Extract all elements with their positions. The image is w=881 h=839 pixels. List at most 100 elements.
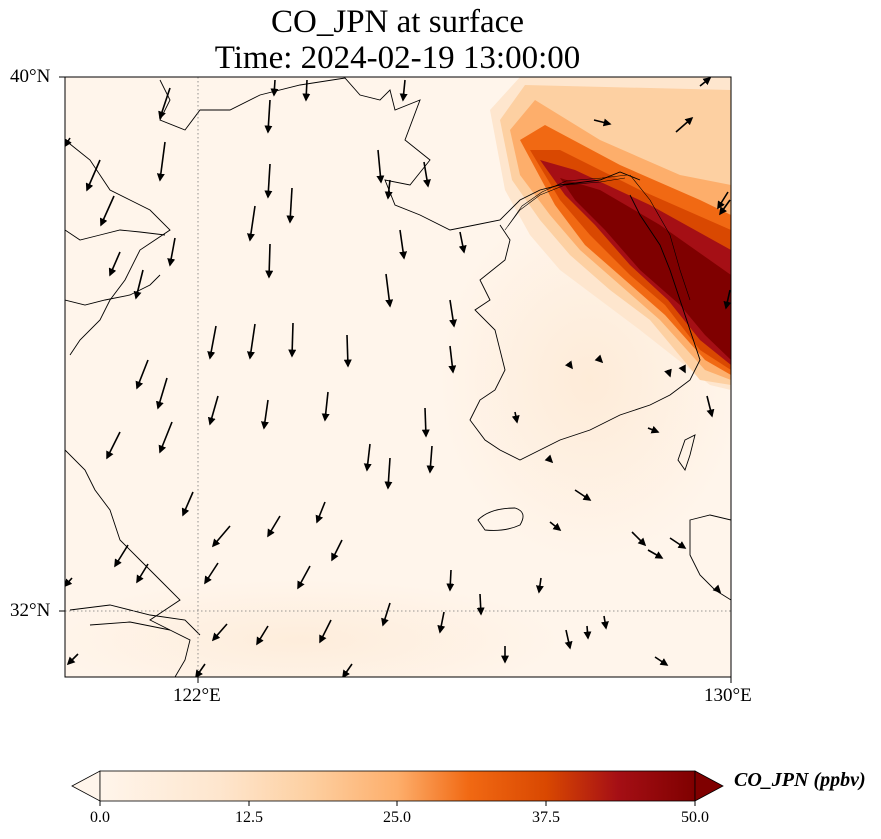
map-frame [64,76,732,678]
lon-tick-122e: 122°E [173,685,221,706]
map-time-subtitle: Time: 2024-02-19 13:00:00 [214,40,581,76]
wind-arrow [647,549,664,559]
wind-arrow [458,231,467,254]
wind-arrow [448,345,457,374]
coastlines [65,77,731,677]
colorbar-extend-low [71,770,101,802]
wind-arrow [719,199,731,216]
colorbar-tick: 12.5 [235,809,263,826]
wind-arrow [583,625,592,640]
wind-arrow [535,577,544,594]
wind-arrow [363,443,372,472]
wind-arrow [669,537,687,549]
wind-arrow [449,299,457,328]
wind-arrow [384,179,393,200]
wind-arrow [156,141,166,182]
colorbar-gradient [99,770,696,802]
wind-arrow [399,229,408,260]
wind-arrow [260,399,269,430]
wind-arrow [549,521,562,531]
wind-arrow [181,491,194,517]
wind-arrow [302,79,311,102]
wind-arrow [211,525,231,548]
wind-arrow [423,161,431,188]
wind-arrow [85,159,101,192]
wind-arrow [286,187,295,224]
wind-arrow [135,359,149,390]
wind-arrow [167,237,176,267]
concentration-haze-south [65,580,560,677]
axis-ticks [59,76,732,683]
colorbar-label: CO_JPN (ppbv) [734,769,866,791]
wind-arrow [706,395,715,418]
wind-arrow [631,531,647,547]
gridlines [65,77,731,677]
wind-arrow [267,515,281,538]
wind-arrow [399,79,408,102]
wind-arrow [256,625,269,646]
wind-arrow [601,615,609,630]
wind-arrow [136,563,149,584]
colorbar [71,770,724,806]
co-plume [490,77,731,390]
lon-tick-130e: 130°E [704,685,752,706]
wind-arrow [66,653,79,666]
wind-arrow [114,544,129,568]
wind-arrow [195,663,206,677]
wind-arrow [264,163,273,199]
wind-arrow [426,445,435,474]
wind-vectors [65,77,731,677]
map-title: CO_JPN at surface [271,4,524,40]
wind-arrow [717,191,729,210]
wind-arrow [264,99,273,134]
wind-arrow [699,77,712,87]
wind-arrow [664,368,672,378]
wind-arrow [106,431,121,460]
colorbar-tick: 0.0 [90,809,110,826]
wind-arrow [204,562,219,585]
wind-arrow [675,116,694,133]
wind-arrow [288,322,297,358]
wind-arrow [654,656,669,666]
wind-arrow [246,205,256,242]
wind-arrow [342,663,353,677]
wind-arrow [297,565,311,590]
wind-arrow [446,569,455,592]
wind-arrow [678,364,686,374]
wind-arrow [65,137,72,148]
lat-tick-32n: 32°N [10,600,51,621]
wind-arrow [376,149,385,184]
wind-arrow [564,360,573,370]
wind-arrow [270,79,279,97]
wind-arrow [158,87,171,120]
wind-arrow [315,501,326,524]
wind-arrow [207,395,219,426]
wind-arrow [108,251,121,277]
wind-arrow [593,118,612,127]
wind-arrow [647,425,660,434]
colorbar-tick: 25.0 [383,809,411,826]
wind-arrow [511,411,520,424]
wind-arrow [381,602,391,627]
wind-arrow [207,325,217,360]
wind-arrow [343,334,352,368]
wind-arrow [246,323,256,360]
country-borders [504,174,691,301]
wind-arrow [158,421,173,454]
wind-arrow [321,391,330,422]
wind-arrow [385,273,394,308]
wind-arrow [265,243,274,279]
wind-arrow [421,407,430,438]
wind-arrow [384,457,393,490]
wind-arrow [133,269,144,300]
wind-arrow [564,629,573,650]
wind-arrow [544,454,554,464]
map-plot-area [65,77,731,677]
wind-arrow [437,611,446,634]
wind-arrow [99,195,115,227]
wind-arrow [476,593,485,616]
wind-arrow [712,584,722,594]
colorbar-extend-high [694,770,724,802]
wind-arrow [594,354,604,364]
